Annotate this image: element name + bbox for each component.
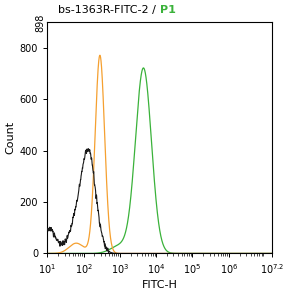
Y-axis label: Count: Count	[6, 121, 16, 155]
Text: P1: P1	[160, 5, 176, 15]
X-axis label: FITC-H: FITC-H	[142, 280, 178, 290]
Text: 898: 898	[35, 13, 45, 32]
Text: bs-1363R-FITC-2 /: bs-1363R-FITC-2 /	[58, 5, 160, 15]
